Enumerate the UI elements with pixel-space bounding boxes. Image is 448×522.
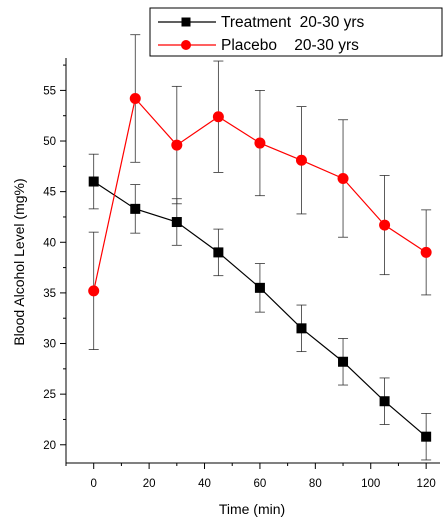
x-tick-label-120: 120: [417, 478, 436, 490]
data-point: [338, 356, 349, 367]
y-axis-label: Blood Alcohol Level (mg%): [11, 178, 27, 345]
legend-label-placebo: Placebo 20-30 yrs: [221, 37, 359, 54]
x-tick-label-80: 80: [309, 478, 322, 490]
x-tick-label-0: 0: [91, 478, 97, 490]
x-tick-label-40: 40: [198, 478, 211, 490]
legend-marker-treatment: [181, 17, 191, 27]
data-point: [130, 203, 141, 214]
data-point: [337, 172, 349, 184]
series-0: [88, 153, 432, 461]
x-tick-label-100: 100: [361, 478, 380, 490]
y-ticks: 20 25 30 35 40 45 50 55: [43, 64, 66, 452]
x-tick-label-20: 20: [143, 478, 156, 490]
x-axis-label: Time (min): [219, 501, 285, 517]
data-point: [171, 217, 182, 228]
legend-marker-placebo: [181, 40, 191, 50]
x-ticks: 0 20 40 60 80 100 120: [65, 463, 436, 490]
y-tick-label-30: 30: [43, 339, 56, 351]
legend-label-treatment: Treatment 20-30 yrs: [221, 14, 365, 31]
y-tick-label-25: 25: [43, 389, 56, 401]
data-point: [420, 246, 432, 258]
y-tick-label-20: 20: [43, 440, 56, 452]
series-1: [88, 34, 432, 351]
y-tick-label-40: 40: [43, 237, 56, 249]
data-point: [88, 176, 99, 187]
y-tick-label-55: 55: [43, 85, 56, 97]
legend-box: [149, 7, 443, 57]
data-point: [379, 219, 391, 231]
data-point: [129, 93, 141, 104]
data-point: [213, 247, 224, 258]
data-point: [254, 137, 266, 149]
data-point: [171, 139, 183, 151]
data-point: [212, 111, 224, 123]
data-point: [379, 396, 390, 407]
data-point: [295, 154, 307, 166]
data-point: [296, 323, 307, 334]
series-layer: [88, 34, 432, 461]
x-tick-label-60: 60: [254, 478, 267, 490]
y-tick-label-45: 45: [43, 187, 56, 199]
legend: Treatment 20-30 yrs Placebo 20-30 yrs: [149, 7, 443, 57]
y-tick-label-50: 50: [43, 136, 56, 148]
data-point: [254, 282, 265, 293]
data-point: [88, 285, 100, 297]
y-tick-label-35: 35: [43, 288, 56, 300]
data-point: [421, 431, 432, 442]
